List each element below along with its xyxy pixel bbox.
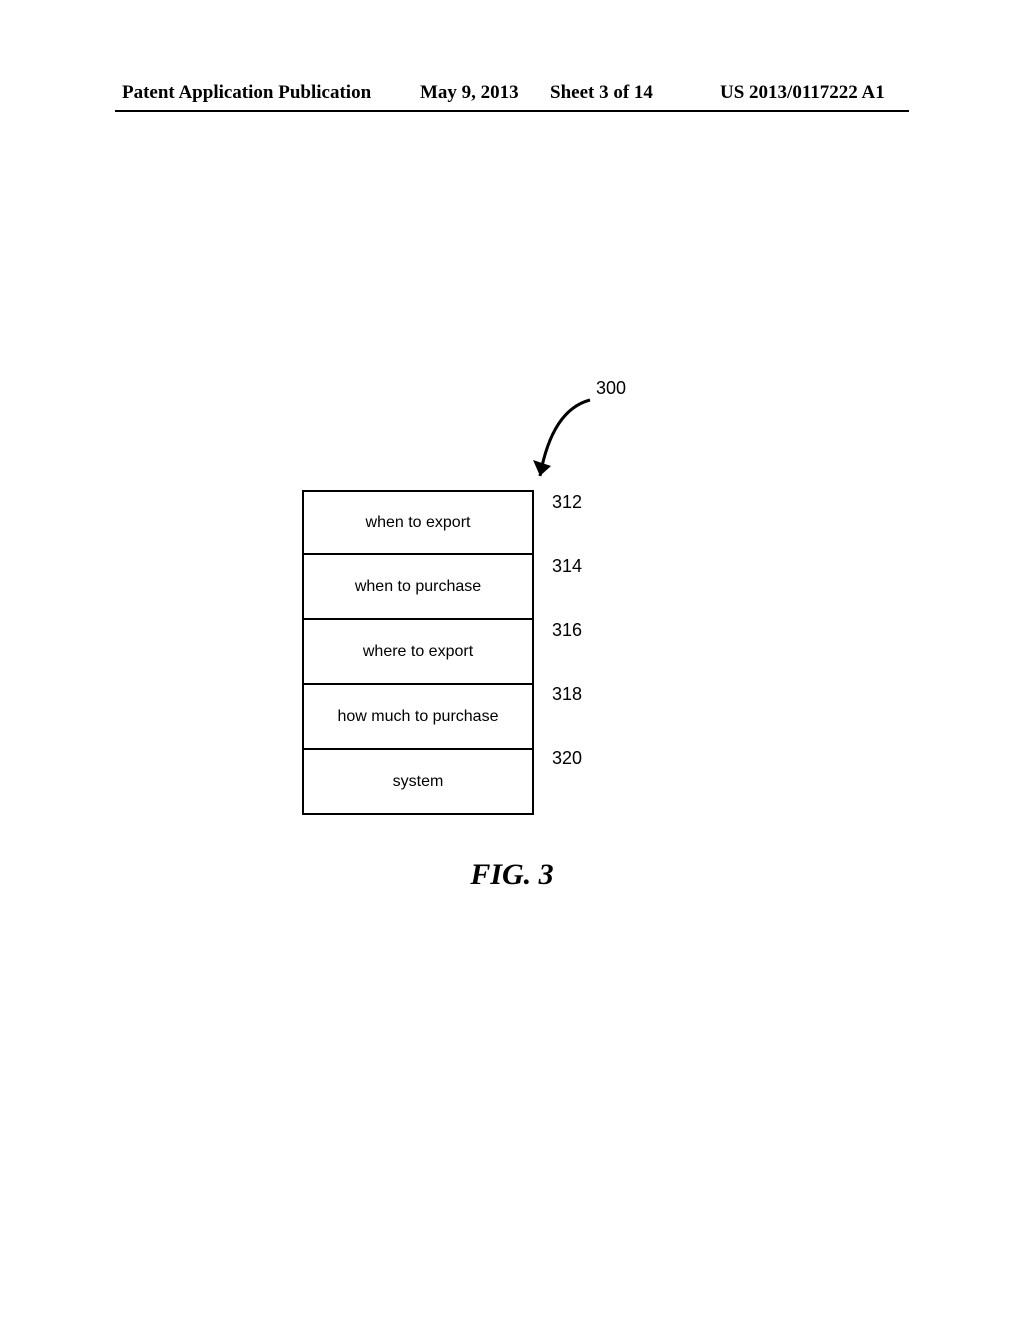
box-label: when to export — [366, 514, 471, 532]
assembly-ref-label: 300 — [596, 378, 626, 399]
box-label: when to purchase — [355, 578, 481, 596]
ref-316: 316 — [552, 620, 582, 641]
ref-320: 320 — [552, 748, 582, 769]
boxes-stack: when to export when to purchase where to… — [302, 490, 534, 815]
box-label: how much to purchase — [338, 708, 499, 726]
ref-312: 312 — [552, 492, 582, 513]
figure-caption: FIG. 3 — [0, 858, 1024, 892]
box-when-to-export: when to export — [302, 490, 534, 555]
ref-314: 314 — [552, 556, 582, 577]
box-label: system — [393, 773, 444, 791]
box-where-to-export: where to export — [302, 620, 534, 685]
box-system: system — [302, 750, 534, 815]
box-how-much-to-purchase: how much to purchase — [302, 685, 534, 750]
box-when-to-purchase: when to purchase — [302, 555, 534, 620]
patent-figure-page: Patent Application Publication May 9, 20… — [0, 0, 1024, 1320]
box-label: where to export — [363, 643, 473, 661]
ref-318: 318 — [552, 684, 582, 705]
